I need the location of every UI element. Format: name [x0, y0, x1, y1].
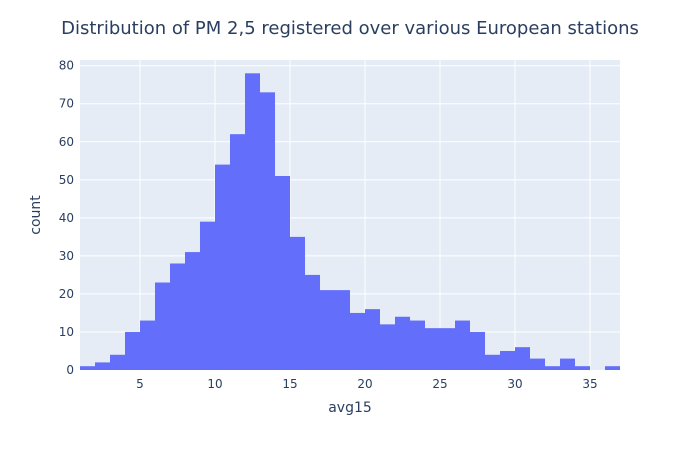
histogram-bar: [365, 309, 380, 370]
histogram-bar: [275, 176, 290, 370]
y-tick-label: 30: [59, 249, 74, 263]
histogram-bar: [320, 290, 335, 370]
y-tick-label: 60: [59, 135, 74, 149]
y-tick-label: 0: [66, 363, 74, 377]
histogram-bar: [305, 274, 320, 370]
histogram-bar: [425, 328, 440, 370]
x-tick-label: 10: [207, 377, 222, 391]
y-tick-label: 40: [59, 211, 74, 225]
histogram-bar: [335, 290, 350, 370]
histogram-bar: [140, 320, 155, 370]
histogram-bar: [200, 221, 215, 370]
histogram-bar: [515, 347, 530, 370]
histogram-bar: [485, 354, 500, 370]
histogram-bar: [455, 320, 470, 370]
histogram-bar: [575, 366, 590, 370]
histogram-bar: [185, 252, 200, 370]
histogram-bar: [545, 366, 560, 370]
histogram-bar: [80, 366, 95, 370]
x-tick-label: 15: [282, 377, 297, 391]
histogram-bar: [410, 320, 425, 370]
x-tick-label: 25: [432, 377, 447, 391]
histogram-bar: [155, 282, 170, 370]
y-tick-label: 50: [59, 173, 74, 187]
histogram-bar: [560, 358, 575, 370]
x-axis-title: avg15: [328, 400, 372, 416]
histogram-bar: [125, 331, 140, 370]
y-tick-label: 20: [59, 287, 74, 301]
x-tick-label: 30: [507, 377, 522, 391]
y-tick-label: 70: [59, 97, 74, 111]
y-tick-label: 10: [59, 325, 74, 339]
histogram-bar: [605, 366, 620, 370]
histogram-bar: [530, 358, 545, 370]
histogram-bar: [395, 316, 410, 370]
bars: [80, 73, 620, 371]
y-axis-title: count: [28, 195, 44, 235]
chart-title: Distribution of PM 2,5 registered over v…: [61, 18, 639, 39]
y-tick-label: 80: [59, 59, 74, 73]
histogram-bar: [290, 236, 305, 370]
histogram-bar: [245, 73, 260, 371]
x-tick-labels: 5 10 15 20 25 30 35: [136, 377, 597, 391]
x-tick-label: 20: [357, 377, 372, 391]
histogram-bar: [470, 331, 485, 370]
histogram-bar: [440, 328, 455, 370]
x-tick-label: 5: [136, 377, 144, 391]
histogram-bar: [110, 354, 125, 370]
histogram-bar: [260, 92, 275, 370]
histogram-bar: [350, 312, 365, 370]
y-tick-labels: 0 10 20 30 40 50 60 70 80: [59, 59, 74, 377]
histogram-bar: [170, 263, 185, 370]
histogram-bar: [95, 362, 110, 370]
histogram-bar: [230, 134, 245, 370]
histogram-bar: [500, 350, 515, 370]
histogram-bar: [215, 164, 230, 370]
x-tick-label: 35: [582, 377, 597, 391]
histogram-bar: [380, 324, 395, 370]
